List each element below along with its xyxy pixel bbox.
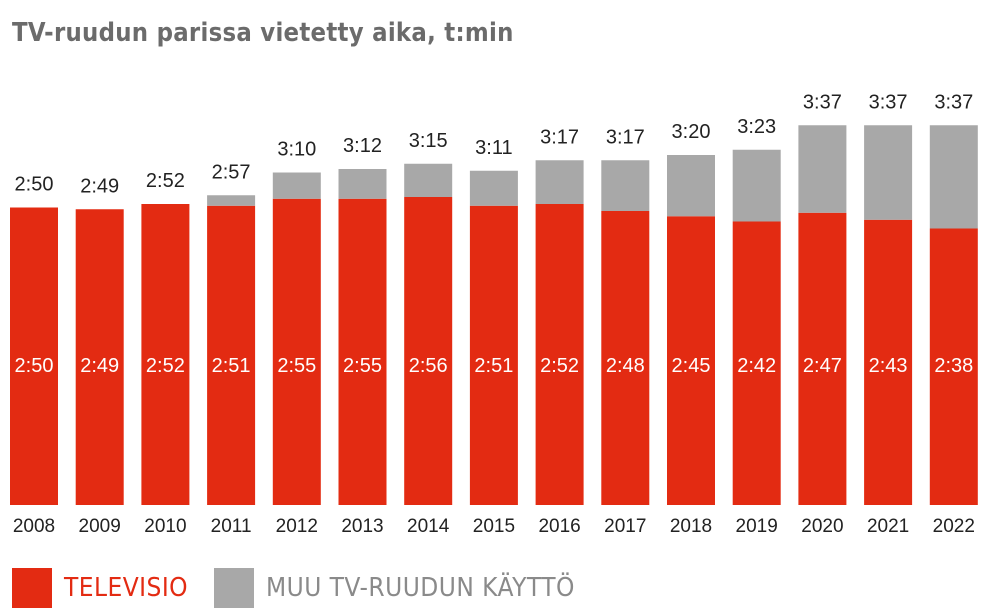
labels-group: 2:50 2:50 2008 2:49 2:49 2009 2:52 2:52 2010 2:51… bbox=[13, 91, 975, 537]
label-televisio-2020: 2:47 bbox=[803, 355, 842, 377]
label-total-2021: 3:37 bbox=[869, 91, 908, 113]
label-televisio-2022: 2:38 bbox=[934, 355, 973, 377]
bar-televisio-2019 bbox=[732, 221, 781, 505]
bar-televisio-2008 bbox=[10, 207, 58, 505]
bar-televisio-2009 bbox=[75, 209, 124, 505]
label-total-2013: 3:12 bbox=[343, 135, 382, 157]
tick-label-2014: 2014 bbox=[407, 516, 450, 537]
bar-muu-2014 bbox=[404, 163, 453, 197]
tick-label-2021: 2021 bbox=[867, 516, 909, 537]
label-televisio-2017: 2:48 bbox=[606, 355, 645, 377]
label-total-2015: 3:11 bbox=[475, 137, 512, 159]
bar-televisio-2013 bbox=[338, 198, 387, 505]
bar-muu-2020 bbox=[798, 125, 847, 213]
label-televisio-2018: 2:45 bbox=[672, 355, 711, 377]
bar-televisio-2021 bbox=[864, 219, 913, 505]
label-total-2008: 2:50 bbox=[15, 174, 54, 196]
bar-televisio-2018 bbox=[667, 216, 715, 505]
bar-muu-2017 bbox=[601, 160, 650, 211]
legend-label-other: MUU TV-RUUDUN KÄYTTÖ bbox=[266, 573, 575, 603]
tick-label-2019: 2019 bbox=[736, 516, 778, 537]
label-total-2022: 3:37 bbox=[934, 91, 973, 113]
tick-label-2017: 2017 bbox=[604, 516, 646, 537]
legend-swatch-tv bbox=[12, 568, 52, 608]
label-total-2012: 3:10 bbox=[277, 139, 316, 161]
label-televisio-2019: 2:42 bbox=[737, 355, 776, 377]
legend-label-tv: TELEVISIO bbox=[64, 573, 189, 603]
label-total-2009: 2:49 bbox=[80, 175, 119, 197]
label-total-2020: 3:37 bbox=[803, 91, 842, 113]
bar-muu-2018 bbox=[667, 155, 715, 217]
bar-muu-2013 bbox=[338, 169, 387, 199]
legend-item-other: MUU TV-RUUDUN KÄYTTÖ bbox=[214, 566, 609, 610]
tick-label-2016: 2016 bbox=[538, 516, 580, 537]
tick-label-2010: 2010 bbox=[144, 516, 186, 537]
tick-label-2009: 2009 bbox=[79, 516, 121, 537]
bar-televisio-2011 bbox=[207, 205, 256, 505]
label-televisio-2013: 2:55 bbox=[343, 355, 382, 377]
legend: TELEVISIO MUU TV-RUUDUN KÄYTTÖ bbox=[0, 566, 1005, 610]
chart-title: TV-ruudun parissa vietetty aika, t:min bbox=[12, 18, 514, 48]
label-total-2019: 3:23 bbox=[737, 116, 776, 138]
stacked-bar-chart: 2:50 2:50 2008 2:49 2:49 2009 2:52 2:52 2010 2:51… bbox=[10, 91, 978, 537]
tick-label-2012: 2012 bbox=[276, 516, 318, 537]
bar-muu-2016 bbox=[535, 160, 584, 204]
label-televisio-2015: 2:51 bbox=[474, 355, 513, 377]
label-total-2016: 3:17 bbox=[540, 126, 579, 148]
tick-label-2018: 2018 bbox=[670, 516, 712, 537]
tick-label-2020: 2020 bbox=[801, 516, 843, 537]
label-total-2010: 2:52 bbox=[146, 170, 185, 192]
tick-label-2011: 2011 bbox=[211, 516, 252, 537]
bar-televisio-2010 bbox=[141, 204, 190, 505]
bars-group bbox=[10, 125, 978, 505]
label-televisio-2009: 2:49 bbox=[80, 355, 119, 377]
bar-televisio-2020 bbox=[798, 212, 847, 505]
bar-muu-2011 bbox=[207, 195, 256, 206]
legend-swatch-other bbox=[214, 568, 254, 608]
bar-televisio-2017 bbox=[601, 211, 650, 505]
bar-televisio-2022 bbox=[929, 228, 978, 505]
label-televisio-2008: 2:50 bbox=[15, 355, 54, 377]
tick-label-2015: 2015 bbox=[473, 516, 515, 537]
label-televisio-2016: 2:52 bbox=[540, 355, 579, 377]
bar-televisio-2015 bbox=[469, 205, 518, 505]
bar-muu-2012 bbox=[272, 172, 321, 199]
label-total-2018: 3:20 bbox=[672, 121, 711, 143]
label-televisio-2014: 2:56 bbox=[409, 355, 448, 377]
tick-label-2008: 2008 bbox=[13, 516, 55, 537]
bar-televisio-2014 bbox=[404, 197, 453, 505]
label-televisio-2012: 2:55 bbox=[277, 355, 316, 377]
tick-label-2013: 2013 bbox=[341, 516, 383, 537]
label-televisio-2021: 2:43 bbox=[869, 355, 908, 377]
bar-muu-2022 bbox=[929, 125, 978, 229]
bar-televisio-2016 bbox=[535, 204, 584, 505]
label-televisio-2010: 2:52 bbox=[146, 355, 185, 377]
label-total-2017: 3:17 bbox=[606, 126, 645, 148]
label-total-2011: 2:57 bbox=[212, 161, 251, 183]
legend-item-tv: TELEVISIO bbox=[12, 566, 202, 610]
tick-label-2022: 2022 bbox=[933, 516, 975, 537]
bar-muu-2021 bbox=[864, 125, 913, 220]
bar-televisio-2012 bbox=[272, 198, 321, 505]
label-total-2014: 3:15 bbox=[409, 130, 448, 152]
bar-muu-2019 bbox=[732, 149, 781, 222]
bar-muu-2015 bbox=[469, 170, 518, 206]
label-televisio-2011: 2:51 bbox=[212, 355, 251, 377]
